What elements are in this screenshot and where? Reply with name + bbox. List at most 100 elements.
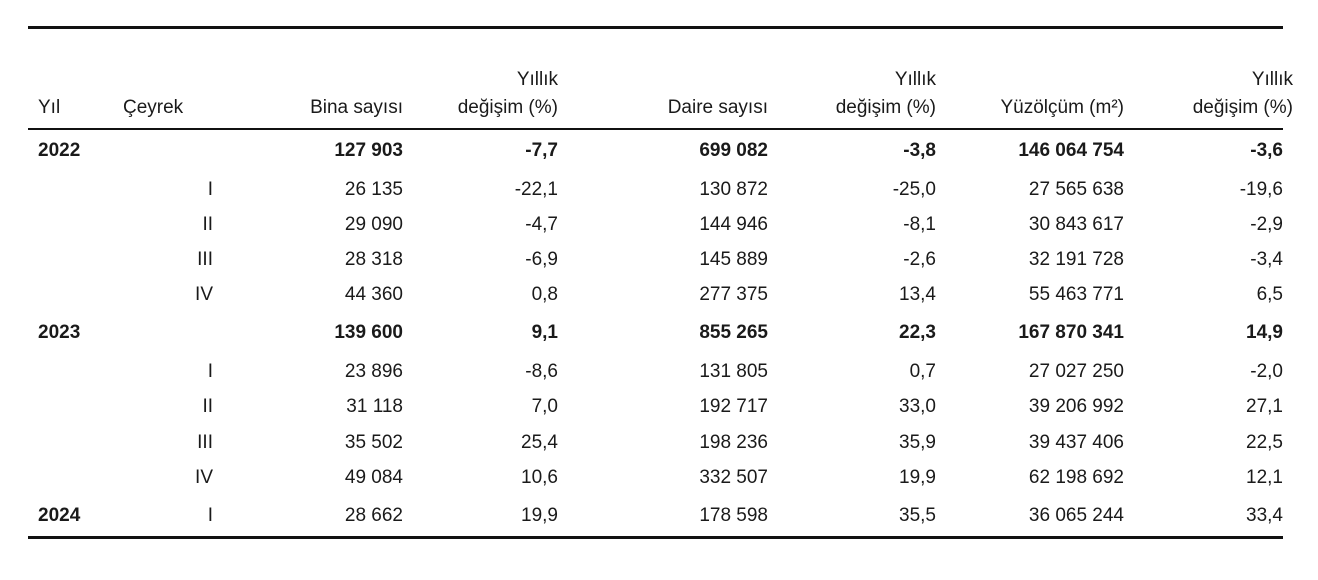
cell-area-change: 6,5 [1256, 283, 1283, 305]
cell-area-change: 33,4 [1246, 505, 1283, 526]
cell-quarter: II [202, 396, 213, 417]
cell-area-change: -2,0 [1250, 360, 1283, 382]
cell-dwellings: 145 889 [699, 249, 768, 270]
cell-year: 2023 [38, 322, 81, 343]
cell-area: 27 027 250 [1028, 360, 1124, 382]
cell-buildings-change: -6,9 [525, 249, 558, 270]
cell-quarter: IV [195, 467, 213, 488]
table-row-year-2024: 2024 I 28 662 19,9 178 598 35,5 36 065 244 33,4 [28, 496, 1283, 536]
cell-dwellings: 332 507 [699, 467, 768, 488]
cell-dwellings: 131 805 [699, 360, 768, 382]
header-area-change: Yıllık değişim (%) [1124, 29, 1293, 128]
cell-quarter: III [197, 249, 213, 270]
cell-quarter: II [202, 214, 213, 235]
cell-year: 2022 [38, 140, 81, 161]
cell-dwellings-change: 33,0 [899, 396, 936, 417]
cell-dwellings: 192 717 [699, 396, 768, 417]
cell-dwellings: 198 236 [699, 431, 768, 453]
cell-area: 167 870 341 [1018, 322, 1124, 343]
cell-buildings-change: -7,7 [525, 140, 558, 161]
table-row: III 28 318 -6,9 145 889 -2,6 32 191 728 -3,4 [28, 243, 1283, 277]
header-buildings-change: Yıllık değişim (%) [403, 29, 558, 128]
table-row: II 29 090 -4,7 144 946 -8,1 30 843 617 -2,9 [28, 207, 1283, 243]
cell-buildings: 28 662 [344, 505, 403, 526]
cell-area-change: 12,1 [1246, 467, 1283, 488]
statistics-table: Yıl Çeyrek Bina sayısı Yıllık değişim (%)… [28, 26, 1293, 539]
table-row-year-2022: 2022 127 903 -7,7 699 082 -3,8 146 064 754 -3,… [28, 130, 1283, 172]
table-row: II 31 118 7,0 192 717 33,0 39 206 992 27,1 [28, 389, 1283, 425]
cell-dwellings-change: 22,3 [899, 322, 936, 343]
cell-dwellings: 699 082 [699, 140, 768, 161]
cell-dwellings-change: -25,0 [892, 178, 936, 200]
cell-year [28, 277, 123, 312]
cell-buildings-change: 19,9 [521, 505, 558, 526]
cell-dwellings-change: -3,8 [903, 140, 936, 161]
cell-year [28, 243, 123, 277]
cell-quarter: I [207, 505, 213, 526]
cell-buildings: 35 502 [344, 431, 403, 453]
header-row: Yıl Çeyrek Bina sayısı Yıllık değişim (%)… [28, 29, 1293, 128]
header-dwellings-change-top: Yıllık [894, 69, 936, 90]
cell-area-change: 27,1 [1246, 396, 1283, 417]
cell-buildings: 139 600 [334, 322, 403, 343]
table-row: I 26 135 -22,1 130 872 -25,0 27 565 638 -19,6 [28, 172, 1283, 207]
cell-buildings: 44 360 [344, 283, 403, 305]
data-table: Yıl Çeyrek Bina sayısı Yıllık değişim (%)… [28, 29, 1293, 128]
cell-dwellings-change: 13,4 [899, 283, 936, 305]
cell-dwellings: 130 872 [699, 178, 768, 200]
cell-buildings-change: 0,8 [531, 283, 558, 305]
data-table-body: 2022 127 903 -7,7 699 082 -3,8 146 064 754 -3,… [28, 130, 1283, 536]
cell-area: 39 437 406 [1028, 431, 1124, 453]
cell-buildings: 29 090 [344, 214, 403, 235]
header-rule [28, 128, 1283, 130]
cell-dwellings: 178 598 [699, 505, 768, 526]
cell-buildings: 23 896 [344, 360, 403, 382]
table-row: IV 44 360 0,8 277 375 13,4 55 463 771 6,5 [28, 277, 1283, 312]
cell-area: 30 843 617 [1028, 214, 1124, 235]
cell-area-change: -19,6 [1239, 178, 1283, 200]
cell-year [28, 460, 123, 496]
cell-area: 36 065 244 [1028, 505, 1124, 526]
cell-year [28, 389, 123, 425]
header-dwellings-change-bottom: değişim (%) [835, 97, 936, 118]
header-area: Yüzölçüm (m²) [1000, 97, 1124, 118]
cell-year: 2024 [38, 505, 81, 526]
header-year: Yıl [38, 97, 61, 118]
cell-buildings-change: -4,7 [525, 214, 558, 235]
cell-quarter: I [207, 178, 213, 200]
cell-buildings: 31 118 [346, 396, 403, 417]
cell-area-change: -3,6 [1250, 140, 1283, 161]
header-dwellings-change: Yıllık değişim (%) [768, 29, 936, 128]
cell-area: 146 064 754 [1018, 140, 1124, 161]
cell-area: 39 206 992 [1028, 396, 1124, 417]
header-dwellings: Daire sayısı [667, 97, 768, 118]
table-row: I 23 896 -8,6 131 805 0,7 27 027 250 -2,0 [28, 354, 1283, 389]
header-buildings-change-top: Yıllık [516, 69, 558, 90]
cell-quarter: I [207, 360, 213, 382]
cell-year [28, 425, 123, 460]
cell-quarter: IV [195, 283, 213, 305]
header-buildings: Bina sayısı [310, 97, 403, 118]
table-row-year-2023: 2023 139 600 9,1 855 265 22,3 167 870 341 14,9 [28, 312, 1283, 354]
cell-quarter: III [197, 431, 213, 453]
table-row: III 35 502 25,4 198 236 35,9 39 437 406 22,5 [28, 425, 1283, 460]
cell-quarter [123, 312, 223, 354]
cell-area: 62 198 692 [1028, 467, 1124, 488]
cell-dwellings-change: 0,7 [909, 360, 936, 382]
cell-area-change: -2,9 [1250, 214, 1283, 235]
cell-buildings-change: -22,1 [514, 178, 558, 200]
table-row: IV 49 084 10,6 332 507 19,9 62 198 692 12,1 [28, 460, 1283, 496]
cell-dwellings-change: -8,1 [903, 214, 936, 235]
cell-area: 32 191 728 [1028, 249, 1124, 270]
cell-dwellings-change: 35,5 [899, 505, 936, 526]
bottom-rule [28, 536, 1283, 539]
cell-buildings-change: -8,6 [525, 360, 558, 382]
header-quarter: Çeyrek [123, 97, 184, 118]
header-area-change-top: Yıllık [1251, 69, 1293, 90]
cell-quarter [123, 130, 223, 172]
cell-buildings-change: 9,1 [531, 322, 558, 343]
cell-year [28, 172, 123, 207]
cell-buildings-change: 10,6 [521, 467, 558, 488]
cell-dwellings-change: -2,6 [903, 249, 936, 270]
cell-dwellings-change: 19,9 [899, 467, 936, 488]
